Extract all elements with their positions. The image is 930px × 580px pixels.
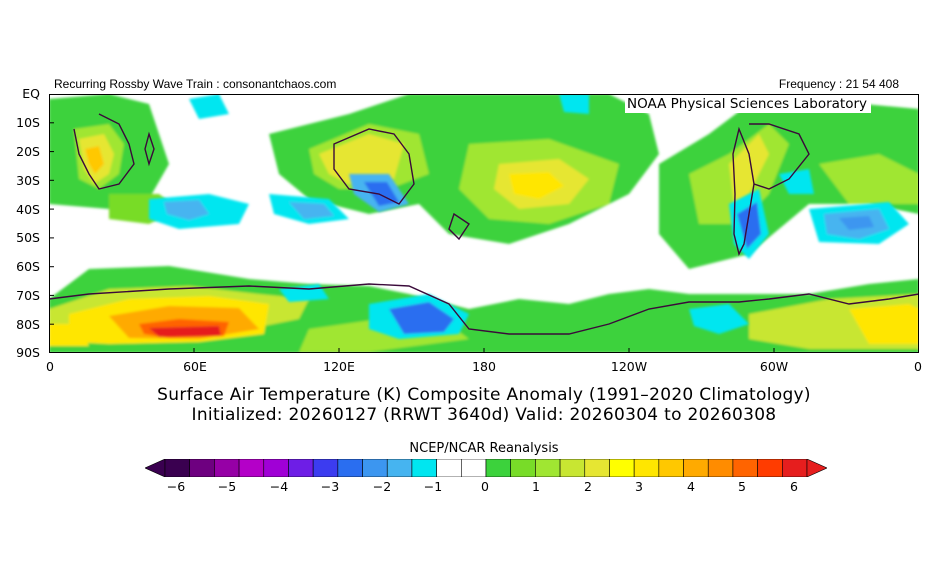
colorbar-swatch [263, 458, 289, 478]
y-tick-label: 60S [16, 259, 40, 274]
y-tick-label: 80S [16, 317, 40, 332]
colorbar-label: −4 [269, 479, 289, 494]
colorbar-swatch [461, 458, 487, 478]
y-tick-label: 30S [16, 173, 40, 188]
colorbar-label: −1 [423, 479, 443, 494]
colorbar-label: −2 [372, 479, 392, 494]
cold-anomaly-fill [149, 94, 909, 339]
colorbar-swatch [707, 458, 734, 478]
colorbar-swatch [312, 458, 339, 478]
colorbar-label: 3 [635, 479, 643, 494]
colorbar-label: −6 [166, 479, 186, 494]
colorbar-swatch [485, 458, 511, 478]
colorbar-swatch [164, 458, 190, 478]
y-tick-label: 70S [16, 288, 40, 303]
colorbar [144, 458, 828, 481]
colorbar-swatch [189, 458, 215, 478]
colorbar-swatch [386, 458, 413, 478]
colorbar-swatch [782, 458, 808, 478]
colorbar-swatch [238, 458, 265, 478]
x-ticks [193, 348, 775, 353]
colorbar-swatch [757, 458, 783, 478]
colorbar-swatch [436, 458, 462, 478]
anomaly-map [49, 94, 919, 353]
colorbar-label: 4 [687, 479, 695, 494]
colorbar-swatch [535, 458, 561, 478]
header-left-text: Recurring Rossby Wave Train : consonantc… [54, 77, 337, 91]
colorbar-swatch [362, 458, 388, 478]
colorbar-swatch [732, 458, 758, 478]
colorbar-swatch [658, 458, 684, 478]
x-tick-label: 60E [183, 359, 207, 374]
colorbar-swatch [510, 458, 536, 478]
y-tick-label: 10S [16, 115, 40, 130]
coastline-outline [49, 113, 919, 335]
x-tick-label: 120W [610, 359, 648, 374]
colorbar-label: 0 [481, 479, 489, 494]
colorbar-arrow-min [144, 458, 166, 478]
colorbar-label: −5 [217, 479, 237, 494]
map-title-line2: Initialized: 20260127 (RRWT 3640d) Valid… [191, 405, 777, 425]
colorbar-swatch [609, 458, 635, 478]
x-tick-label: 0 [914, 359, 922, 374]
header-right-text: Frequency : 21 54 408 [778, 77, 899, 91]
warm-anomaly-fill [49, 94, 919, 353]
colorbar-swatch [411, 458, 437, 478]
colorbar-arrow-max [806, 458, 828, 478]
colorbar-label: 6 [790, 479, 798, 494]
y-tick-label: 40S [16, 202, 40, 217]
colorbar-swatch [683, 458, 709, 478]
y-tick-label: 90S [16, 345, 40, 360]
y-tick-label: 50S [16, 230, 40, 245]
colorbar-label: 1 [532, 479, 540, 494]
colorbar-label: −3 [320, 479, 340, 494]
x-tick-label: 120E [323, 359, 355, 374]
colorbar-label: 5 [738, 479, 746, 494]
colorbar-swatch [633, 458, 660, 478]
colorbar-swatch [214, 458, 240, 478]
colorbar-swatch [584, 458, 610, 478]
data-source-label: NCEP/NCAR Reanalysis [409, 441, 559, 456]
map-title-line1: Surface Air Temperature (K) Composite An… [157, 385, 811, 405]
colorbar-label: 2 [584, 479, 592, 494]
colorbar-swatch [559, 458, 586, 478]
colorbar-swatch [288, 458, 314, 478]
y-tick-label: EQ [22, 86, 40, 101]
y-tick-label: 20S [16, 144, 40, 159]
x-tick-label: 180 [472, 359, 496, 374]
y-ticks [49, 122, 54, 325]
noaa-watermark: NOAA Physical Sciences Laboratory [625, 96, 872, 113]
x-tick-label: 60W [759, 359, 789, 374]
x-tick-label: 0 [46, 359, 54, 374]
colorbar-swatch [337, 458, 363, 478]
